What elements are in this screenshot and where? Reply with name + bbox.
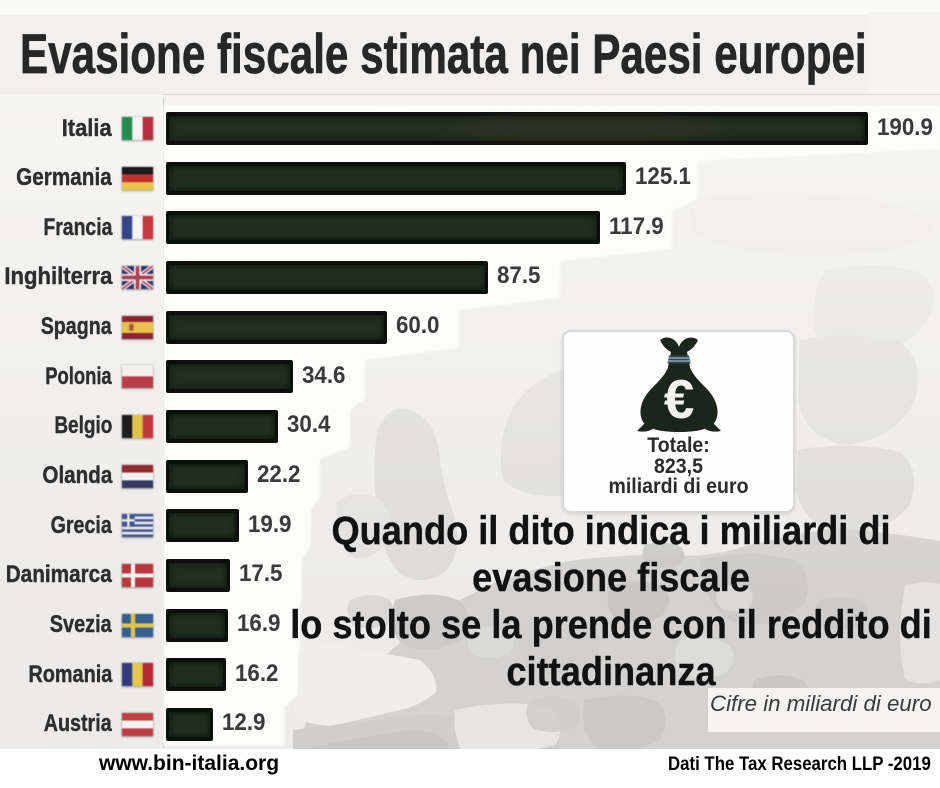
svg-text:€: € [664,368,695,430]
